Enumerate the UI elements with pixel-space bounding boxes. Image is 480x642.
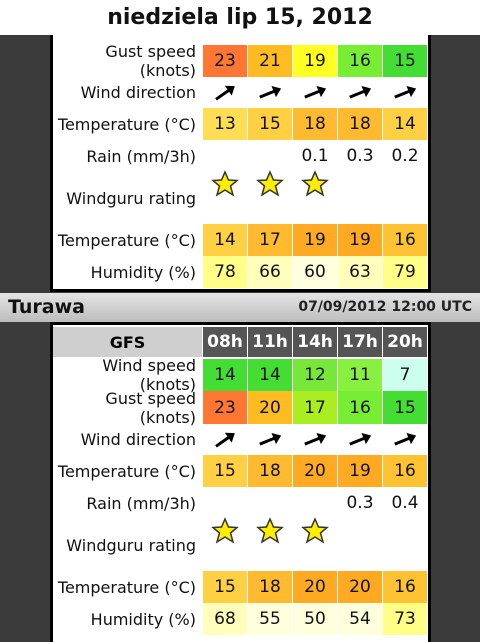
value-cell: [293, 487, 338, 519]
rating-star: [301, 517, 329, 544]
row-label: Rain (mm/3h): [86, 493, 196, 513]
value-cell: 66: [248, 256, 293, 288]
row-label: Wind direction: [80, 430, 196, 449]
model-name: GFS: [53, 327, 202, 357]
value-cell: 15: [203, 571, 248, 603]
wind-arrow: [215, 432, 235, 448]
value-cell: 20: [338, 571, 383, 603]
value-cell: [203, 487, 248, 519]
location-bar: Turawa 07/09/2012 12:00 UTC: [0, 293, 480, 322]
wind-arrow: [259, 432, 282, 446]
value-cell: 20: [293, 455, 338, 487]
row-label: Temperature (°C): [57, 577, 196, 597]
value-cell: 21: [248, 45, 293, 77]
wind-arrow: [304, 432, 327, 446]
row-label: Humidity (%): [90, 262, 196, 282]
wind-arrow: [304, 85, 327, 99]
hour-header: 17h: [338, 327, 383, 357]
value-cell: 63: [338, 256, 383, 288]
value-cell: [248, 140, 293, 172]
value-cell: 7: [383, 359, 428, 391]
value-cell: 0.3: [338, 487, 383, 519]
value-cell: 14: [203, 359, 248, 391]
rating-star: [256, 170, 284, 197]
value-cell: 50: [293, 603, 338, 635]
wind-arrow: [349, 432, 372, 446]
row-label: Gust speed (knots): [105, 388, 196, 427]
value-cell: 19: [338, 455, 383, 487]
value-cell: 54: [338, 603, 383, 635]
row-label: Temperature (°C): [57, 114, 196, 134]
row-label: Gust speed (knots): [105, 42, 196, 80]
value-cell: 15: [383, 391, 428, 424]
value-cell: 15: [203, 455, 248, 487]
value-cell: 16: [338, 391, 383, 424]
value-cell: 55: [248, 603, 293, 635]
value-cell: 0.1: [293, 140, 338, 172]
value-cell: 68: [203, 603, 248, 635]
value-cell: 14: [383, 108, 428, 140]
value-cell: 19: [293, 45, 338, 77]
value-cell: 0.3: [338, 140, 383, 172]
value-cell: 16: [383, 455, 428, 487]
value-cell: 0.4: [383, 487, 428, 519]
wind-arrow: [215, 85, 235, 101]
wind-arrow: [259, 85, 282, 99]
value-cell: 19: [338, 224, 383, 256]
value-cell: 11: [338, 359, 383, 391]
wind-arrow: [349, 85, 372, 99]
value-cell: 78: [203, 256, 248, 288]
row-label: Wind speed (knots): [102, 356, 196, 394]
value-cell: 18: [248, 455, 293, 487]
row-label: Humidity (%): [90, 609, 196, 629]
value-cell: 23: [203, 45, 248, 77]
value-cell: 20: [293, 571, 338, 603]
rating-star: [256, 517, 284, 544]
row-label: Wind direction: [80, 83, 196, 102]
row-label: Windguru rating: [66, 535, 196, 555]
hour-header: 20h: [383, 327, 428, 357]
value-cell: 14: [203, 224, 248, 256]
row-label: Temperature (°C): [57, 461, 196, 481]
value-cell: 15: [383, 45, 428, 77]
value-cell: 12: [293, 359, 338, 391]
value-cell: 14: [248, 359, 293, 391]
value-cell: 18: [248, 571, 293, 603]
rating-star: [211, 170, 239, 197]
value-cell: 60: [293, 256, 338, 288]
value-cell: 19: [293, 224, 338, 256]
value-cell: 13: [203, 108, 248, 140]
row-label: Windguru rating: [66, 188, 196, 208]
hour-header: 08h: [203, 327, 248, 357]
value-cell: 23: [203, 391, 248, 424]
value-cell: 79: [383, 256, 428, 288]
value-cell: [248, 487, 293, 519]
value-cell: 16: [383, 571, 428, 603]
value-cell: 18: [338, 108, 383, 140]
hour-header: 11h: [248, 327, 293, 357]
value-cell: [203, 140, 248, 172]
value-cell: 17: [293, 391, 338, 424]
value-cell: 20: [248, 391, 293, 424]
rating-star: [301, 170, 329, 197]
hour-header: 14h: [293, 327, 338, 357]
value-cell: 17: [248, 224, 293, 256]
value-cell: 15: [248, 108, 293, 140]
forecast-time: 07/09/2012 12:00 UTC: [298, 299, 472, 315]
value-cell: 16: [338, 45, 383, 77]
row-label: Rain (mm/3h): [86, 146, 196, 166]
wind-arrow: [394, 432, 417, 446]
value-cell: 18: [293, 108, 338, 140]
date-header: niedziela lip 15, 2012: [0, 0, 480, 35]
row-label: Temperature (°C): [57, 230, 196, 250]
value-cell: 16: [383, 224, 428, 256]
value-cell: 73: [383, 603, 428, 635]
wind-arrow: [394, 85, 417, 99]
rating-star: [211, 517, 239, 544]
location-name: Turawa: [8, 296, 85, 318]
value-cell: 0.2: [383, 140, 428, 172]
